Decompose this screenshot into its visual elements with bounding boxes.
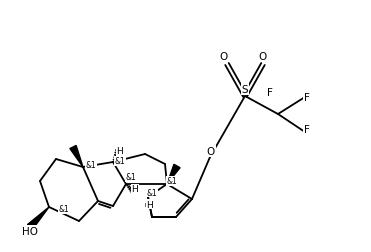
Text: &1: &1	[115, 157, 125, 166]
Text: &1: &1	[126, 173, 137, 182]
Polygon shape	[70, 146, 83, 167]
Text: F: F	[304, 93, 310, 103]
Text: &1: &1	[167, 177, 177, 186]
Text: HO: HO	[22, 226, 38, 236]
Text: H: H	[147, 200, 153, 209]
Text: H: H	[116, 147, 124, 156]
Text: &1: &1	[86, 160, 96, 169]
Text: O: O	[207, 146, 215, 156]
Text: &1: &1	[59, 205, 69, 214]
Polygon shape	[27, 207, 49, 230]
Text: F: F	[267, 88, 273, 98]
Text: S: S	[242, 85, 248, 94]
Text: O: O	[259, 52, 267, 62]
Text: F: F	[304, 124, 310, 135]
Text: H: H	[132, 185, 138, 194]
Text: O: O	[220, 52, 228, 62]
Polygon shape	[167, 165, 180, 184]
Text: &1: &1	[147, 188, 157, 197]
